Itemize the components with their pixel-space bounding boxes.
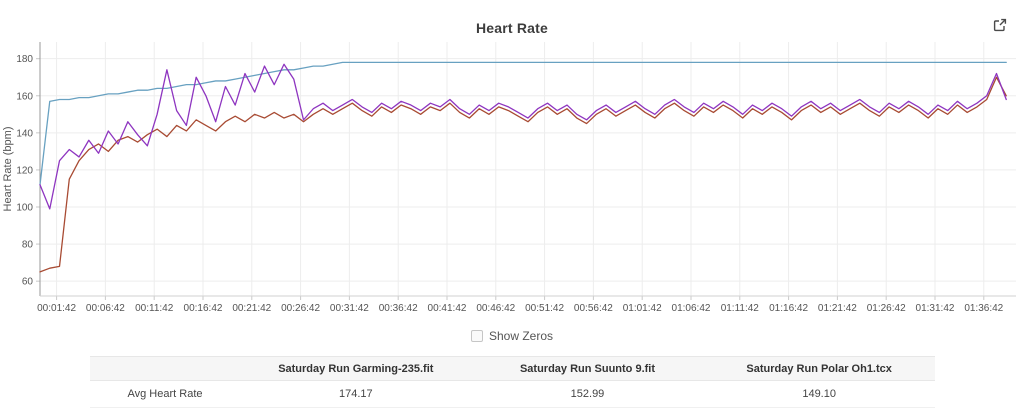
open-external-button[interactable] xyxy=(992,18,1008,34)
x-tick-label: 01:36:42 xyxy=(964,303,1003,314)
summary-table-body: Avg Heart Rate 174.17 152.99 149.10 xyxy=(90,380,935,408)
y-axis-title: Heart Rate (bpm) xyxy=(2,127,14,212)
table-header-cell xyxy=(90,356,240,381)
table-row: Avg Heart Rate 174.17 152.99 149.10 xyxy=(90,380,935,408)
y-tick-label: 120 xyxy=(16,165,33,176)
x-tick-label: 00:11:42 xyxy=(135,303,174,314)
row-label: Avg Heart Rate xyxy=(90,380,240,408)
x-tick-label: 01:16:42 xyxy=(769,303,808,314)
x-tick-label: 00:16:42 xyxy=(184,303,223,314)
x-tick-label: 00:31:42 xyxy=(330,303,369,314)
table-header-cell: Saturday Run Suunto 9.fit xyxy=(471,356,704,381)
page-title: Heart Rate xyxy=(475,20,549,36)
x-tick-label: 01:01:42 xyxy=(623,303,662,314)
x-tick-label: 00:01:42 xyxy=(37,303,76,314)
external-link-icon xyxy=(993,18,1007,32)
x-tick-label: 01:11:42 xyxy=(721,303,760,314)
table-header-cell: Saturday Run Garming-235.fit xyxy=(240,356,472,381)
x-tick-label: 00:36:42 xyxy=(379,303,418,314)
series-suunto xyxy=(39,63,1007,210)
series-garmin xyxy=(39,61,1007,186)
show-zeros-label: Show Zeros xyxy=(488,329,554,343)
chart-controls: Show Zeros xyxy=(0,329,1024,347)
y-tick-label: 180 xyxy=(16,54,33,65)
y-tick-label: 160 xyxy=(16,91,33,102)
table-value-cell: 152.99 xyxy=(471,380,704,408)
summary-table-head: Saturday Run Garming-235.fit Saturday Run… xyxy=(90,356,935,381)
x-tick-label: 01:31:42 xyxy=(916,303,955,314)
table-value-cell: 149.10 xyxy=(703,380,935,408)
summary-table: Saturday Run Garming-235.fit Saturday Run… xyxy=(90,356,935,408)
x-tick-label: 00:56:42 xyxy=(574,303,613,314)
x-tick-label: 01:06:42 xyxy=(672,303,711,314)
chart-header: Heart Rate xyxy=(0,0,1024,40)
x-tick-label: 00:21:42 xyxy=(232,303,271,314)
heart-rate-chart[interactable]: 60 80 100 120 140 160 180 00:01:42 00:06:42 00:11… xyxy=(0,40,1024,316)
y-tick-label: 80 xyxy=(22,240,34,251)
show-zeros-checkbox[interactable] xyxy=(470,330,483,342)
x-tick-label: 01:26:42 xyxy=(867,303,906,314)
table-value-cell: 174.17 xyxy=(240,380,472,408)
y-tick-label: 100 xyxy=(16,203,33,214)
x-tick-label: 00:51:42 xyxy=(525,303,564,314)
table-header-cell: Saturday Run Polar Oh1.tcx xyxy=(703,356,935,381)
x-tick-label: 01:21:42 xyxy=(818,303,857,314)
y-tick-label: 140 xyxy=(16,128,33,139)
x-tick-label: 00:06:42 xyxy=(86,303,125,314)
y-tick-label: 60 xyxy=(22,277,34,288)
show-zeros-toggle[interactable]: Show Zeros xyxy=(470,329,554,343)
x-tick-label: 00:26:42 xyxy=(281,303,320,314)
x-tick-label: 00:46:42 xyxy=(476,303,515,314)
series-polar xyxy=(39,76,1007,273)
x-tick-label: 00:41:42 xyxy=(428,303,467,314)
